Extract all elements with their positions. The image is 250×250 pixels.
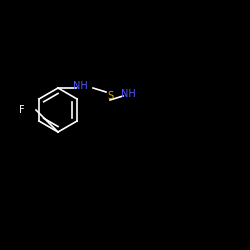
Text: S: S bbox=[107, 91, 113, 101]
Text: NH: NH bbox=[120, 89, 136, 99]
Text: NH: NH bbox=[72, 81, 88, 91]
Text: F: F bbox=[19, 105, 25, 115]
